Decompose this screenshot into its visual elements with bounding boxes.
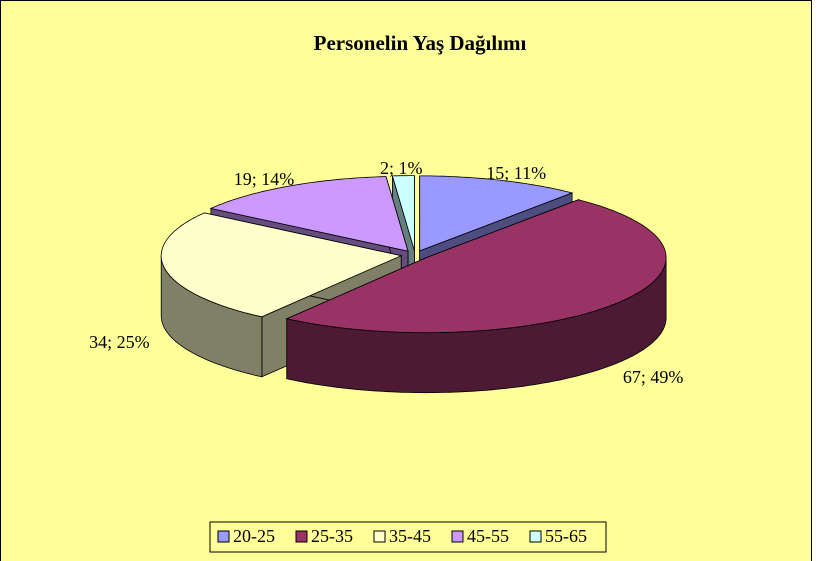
legend-label: 45-55	[467, 526, 509, 546]
data-label: 19; 14%	[234, 169, 295, 189]
chart-title: Personelin Yaş Dağılımı	[314, 31, 527, 55]
slice	[160, 212, 403, 318]
legend-label: 55-65	[545, 526, 587, 546]
data-label: 34; 25%	[89, 332, 150, 352]
slice	[419, 175, 574, 252]
legend-label: 25-35	[311, 526, 353, 546]
legend-swatch	[529, 530, 542, 543]
data-label: 67; 49%	[623, 367, 684, 387]
legend-label: 20-25	[233, 526, 275, 546]
data-label: 2; 1%	[380, 158, 423, 178]
slice	[285, 199, 667, 334]
slice	[209, 176, 409, 252]
legend-label: 35-45	[389, 526, 431, 546]
legend-swatch	[217, 530, 230, 543]
slice	[391, 175, 415, 251]
legend-swatch	[373, 530, 386, 543]
legend-swatch	[451, 530, 464, 543]
data-label: 15; 11%	[486, 163, 546, 183]
legend-swatch	[295, 530, 308, 543]
